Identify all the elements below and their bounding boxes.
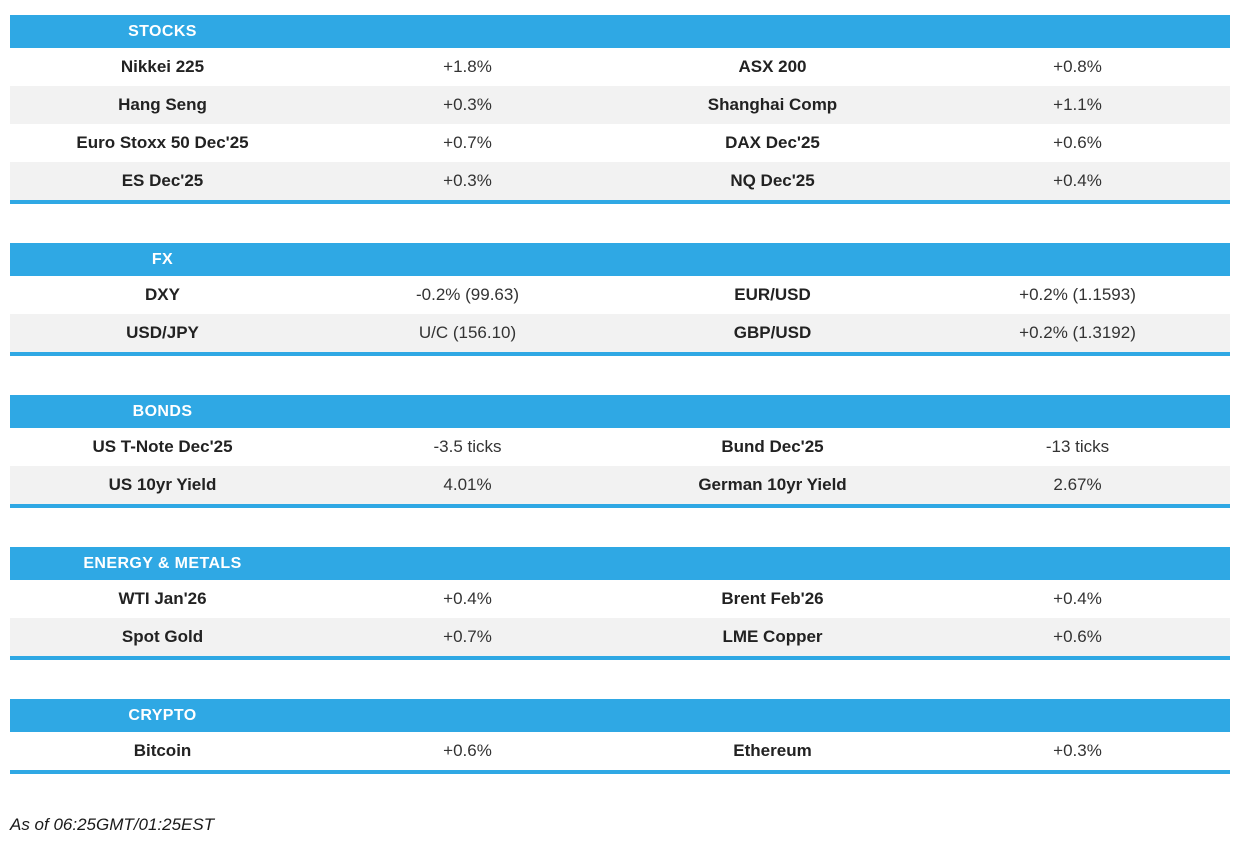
as-of-timestamp: As of 06:25GMT/01:25EST bbox=[10, 815, 215, 834]
table-row: US 10yr Yield 4.01% German 10yr Yield 2.67% bbox=[10, 466, 1230, 504]
instrument-name: Euro Stoxx 50 Dec'25 bbox=[76, 133, 249, 152]
section-fx: FX DXY -0.2% (99.63) EUR/USD +0.2% (1.1593) U… bbox=[10, 243, 1230, 356]
instrument-change: 2.67% bbox=[1053, 475, 1102, 494]
instrument-name: ES Dec'25 bbox=[121, 171, 204, 190]
section-rows: WTI Jan'26 +0.4% Brent Feb'26 +0.4% Spot Gol… bbox=[10, 580, 1230, 656]
table-row: Euro Stoxx 50 Dec'25 +0.7% DAX Dec'25 +0.6% bbox=[10, 124, 1230, 162]
section-rows: DXY -0.2% (99.63) EUR/USD +0.2% (1.1593) USD… bbox=[10, 276, 1230, 352]
instrument-change: -3.5 ticks bbox=[433, 437, 502, 456]
instrument-name: German 10yr Yield bbox=[698, 475, 847, 494]
section-rows: US T-Note Dec'25 -3.5 ticks Bund Dec'25 -13… bbox=[10, 428, 1230, 504]
instrument-change: U/C (156.10) bbox=[418, 323, 517, 342]
instrument-name: DAX Dec'25 bbox=[725, 133, 820, 152]
instrument-change: +0.4% bbox=[1053, 171, 1102, 190]
section-rows: Nikkei 225 +1.8% ASX 200 +0.8% Hang Seng +0.3… bbox=[10, 48, 1230, 200]
table-row: ES Dec'25 +0.3% NQ Dec'25 +0.4% bbox=[10, 162, 1230, 200]
instrument-name: GBP/USD bbox=[733, 323, 812, 342]
instrument-name: Spot Gold bbox=[121, 627, 204, 646]
section-header: ENERGY & METALS bbox=[10, 547, 1230, 580]
instrument-change: +0.7% bbox=[443, 627, 492, 646]
table-row: Bitcoin +0.6% Ethereum +0.3% bbox=[10, 732, 1230, 770]
instrument-change: +0.8% bbox=[1053, 57, 1102, 76]
instrument-change: +0.2% (1.3192) bbox=[1019, 323, 1136, 342]
instrument-change: +0.6% bbox=[1053, 133, 1102, 152]
section-title: FX bbox=[151, 250, 174, 268]
section-bonds: BONDS US T-Note Dec'25 -3.5 ticks Bund Dec'… bbox=[10, 395, 1230, 508]
instrument-name: Nikkei 225 bbox=[120, 57, 205, 76]
instrument-change: +1.1% bbox=[1053, 95, 1102, 114]
table-row: Nikkei 225 +1.8% ASX 200 +0.8% bbox=[10, 48, 1230, 86]
section-crypto: CRYPTO Bitcoin +0.6% Ethereum +0.3% bbox=[10, 699, 1230, 774]
instrument-name: ASX 200 bbox=[738, 57, 807, 76]
table-row: USD/JPY U/C (156.10) GBP/USD +0.2% (1.3192) bbox=[10, 314, 1230, 352]
section-title: CRYPTO bbox=[128, 706, 197, 724]
instrument-name: LME Copper bbox=[722, 627, 823, 646]
section-header: CRYPTO bbox=[10, 699, 1230, 732]
section-header: FX bbox=[10, 243, 1230, 276]
instrument-name: US 10yr Yield bbox=[108, 475, 217, 494]
section-stocks: STOCKS Nikkei 225 +1.8% ASX 200 +0.8% Hang Se… bbox=[10, 15, 1230, 204]
instrument-change: +0.7% bbox=[443, 133, 492, 152]
instrument-name: Hang Seng bbox=[118, 95, 207, 114]
instrument-change: +0.2% (1.1593) bbox=[1019, 285, 1136, 304]
section-header: STOCKS bbox=[10, 15, 1230, 48]
section-header: BONDS bbox=[10, 395, 1230, 428]
instrument-change: +0.3% bbox=[443, 95, 492, 114]
instrument-name: Bund Dec'25 bbox=[721, 437, 824, 456]
section-title: BONDS bbox=[132, 402, 193, 420]
instrument-name: EUR/USD bbox=[734, 285, 811, 304]
instrument-name: Bitcoin bbox=[133, 741, 192, 760]
instrument-name: US T-Note Dec'25 bbox=[92, 437, 233, 456]
instrument-change: +0.3% bbox=[443, 171, 492, 190]
table-row: WTI Jan'26 +0.4% Brent Feb'26 +0.4% bbox=[10, 580, 1230, 618]
instrument-change: +0.6% bbox=[1053, 627, 1102, 646]
instrument-change: -0.2% (99.63) bbox=[416, 285, 519, 304]
instrument-name: DXY bbox=[145, 285, 180, 304]
section-title: STOCKS bbox=[128, 22, 197, 40]
section-rows: Bitcoin +0.6% Ethereum +0.3% bbox=[10, 732, 1230, 770]
instrument-change: +0.4% bbox=[1053, 589, 1102, 608]
market-wrap-table: STOCKS Nikkei 225 +1.8% ASX 200 +0.8% Hang Se… bbox=[10, 15, 1230, 835]
instrument-change: +1.8% bbox=[443, 57, 492, 76]
section-energy-metals: ENERGY & METALS WTI Jan'26 +0.4% Brent Feb'… bbox=[10, 547, 1230, 660]
table-row: DXY -0.2% (99.63) EUR/USD +0.2% (1.1593) bbox=[10, 276, 1230, 314]
section-title: ENERGY & METALS bbox=[83, 554, 242, 572]
instrument-change: +0.6% bbox=[443, 741, 492, 760]
instrument-name: WTI Jan'26 bbox=[118, 589, 207, 608]
table-row: Spot Gold +0.7% LME Copper +0.6% bbox=[10, 618, 1230, 656]
instrument-change: -13 ticks bbox=[1045, 437, 1110, 456]
instrument-name: Shanghai Comp bbox=[707, 95, 838, 114]
instrument-name: Ethereum bbox=[733, 741, 812, 760]
instrument-change: 4.01% bbox=[443, 475, 492, 494]
instrument-name: NQ Dec'25 bbox=[730, 171, 815, 190]
sections-container: STOCKS Nikkei 225 +1.8% ASX 200 +0.8% Hang Se… bbox=[10, 15, 1230, 774]
table-row: US T-Note Dec'25 -3.5 ticks Bund Dec'25 -13… bbox=[10, 428, 1230, 466]
table-row: Hang Seng +0.3% Shanghai Comp +1.1% bbox=[10, 86, 1230, 124]
instrument-change: +0.4% bbox=[443, 589, 492, 608]
instrument-name: Brent Feb'26 bbox=[721, 589, 824, 608]
instrument-name: USD/JPY bbox=[126, 323, 199, 342]
instrument-change: +0.3% bbox=[1053, 741, 1102, 760]
